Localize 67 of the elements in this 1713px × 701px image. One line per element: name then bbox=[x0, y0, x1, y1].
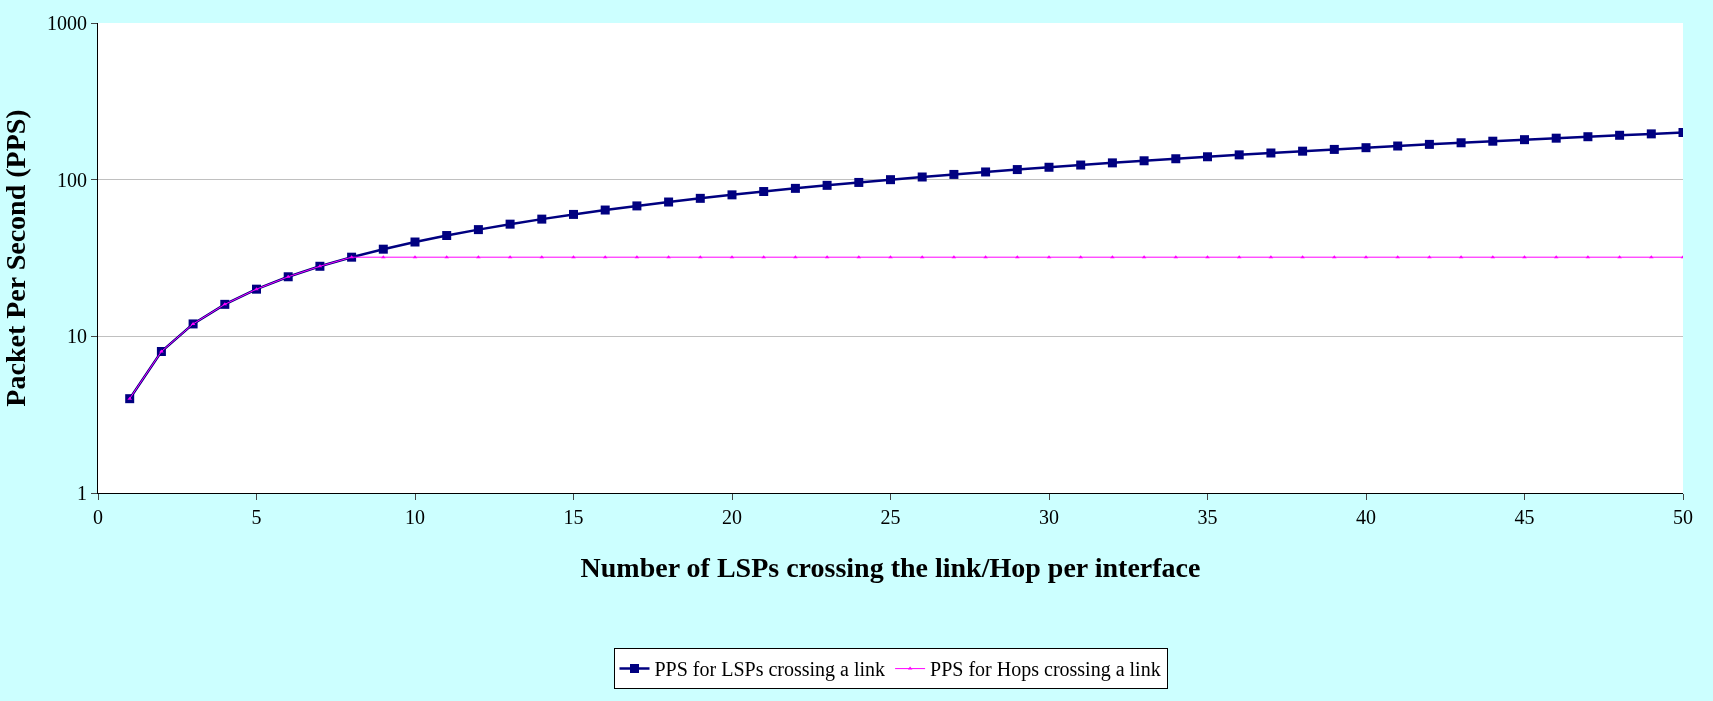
point bbox=[1076, 160, 1086, 170]
x-tick-label: 0 bbox=[93, 506, 103, 528]
point bbox=[822, 180, 832, 190]
x-tick-label: 40 bbox=[1356, 506, 1376, 528]
point bbox=[1329, 144, 1339, 154]
point bbox=[949, 169, 959, 179]
point bbox=[285, 274, 291, 278]
legend-label: PPS for Hops crossing a link bbox=[930, 658, 1161, 682]
point bbox=[600, 205, 610, 215]
point bbox=[886, 175, 895, 185]
point bbox=[759, 187, 769, 197]
point bbox=[537, 214, 547, 224]
x-tick-label: 5 bbox=[251, 506, 262, 528]
y-tick-label: 10 bbox=[67, 325, 87, 348]
point bbox=[1205, 255, 1210, 259]
x-tick-label: 50 bbox=[1673, 506, 1693, 528]
point bbox=[1488, 136, 1498, 146]
x-tick-label: 25 bbox=[880, 506, 901, 528]
point bbox=[632, 201, 642, 211]
point bbox=[1361, 143, 1371, 153]
point bbox=[1583, 132, 1593, 142]
x-axis-title: Number of LSPs crossing the link/Hop per interface bbox=[580, 552, 1201, 584]
point bbox=[1266, 148, 1276, 158]
point bbox=[1393, 141, 1403, 151]
x-tick-label: 20 bbox=[722, 506, 742, 528]
y-tick-label: 1000 bbox=[47, 12, 87, 34]
point bbox=[1203, 152, 1212, 162]
point bbox=[1551, 133, 1561, 143]
point bbox=[1522, 255, 1527, 259]
point bbox=[888, 255, 893, 259]
point bbox=[473, 225, 483, 235]
x-tick-label: 30 bbox=[1039, 506, 1059, 528]
point bbox=[571, 255, 576, 259]
point bbox=[1139, 156, 1149, 166]
y-tick-label: 1 bbox=[77, 482, 87, 504]
point bbox=[442, 231, 452, 241]
point bbox=[1107, 158, 1117, 168]
point bbox=[917, 172, 927, 182]
y-axis-title: Packet Per Second (PPS) bbox=[0, 109, 31, 407]
x-tick-label: 15 bbox=[563, 506, 584, 528]
legend-label: PPS for LSPs crossing a link bbox=[654, 658, 886, 682]
point bbox=[127, 396, 133, 400]
point bbox=[727, 190, 737, 200]
point bbox=[854, 177, 864, 187]
point bbox=[790, 183, 800, 193]
point bbox=[1424, 139, 1434, 149]
point bbox=[569, 209, 578, 219]
point bbox=[190, 321, 196, 325]
point bbox=[1171, 154, 1181, 164]
y-tick-label: 100 bbox=[57, 168, 87, 191]
point bbox=[378, 244, 388, 254]
x-tick-label: 35 bbox=[1197, 506, 1218, 528]
point bbox=[695, 193, 705, 203]
point bbox=[505, 219, 515, 229]
point bbox=[1012, 165, 1022, 175]
point bbox=[1234, 150, 1244, 160]
point bbox=[1044, 162, 1054, 172]
x-tick-label: 45 bbox=[1514, 506, 1535, 528]
point bbox=[1646, 129, 1656, 139]
point bbox=[981, 167, 991, 177]
point bbox=[1456, 138, 1466, 148]
point bbox=[664, 197, 674, 207]
point bbox=[410, 237, 420, 247]
point bbox=[1298, 146, 1308, 156]
point bbox=[1520, 135, 1529, 145]
x-tick-label: 10 bbox=[405, 506, 425, 528]
point bbox=[1615, 130, 1625, 140]
